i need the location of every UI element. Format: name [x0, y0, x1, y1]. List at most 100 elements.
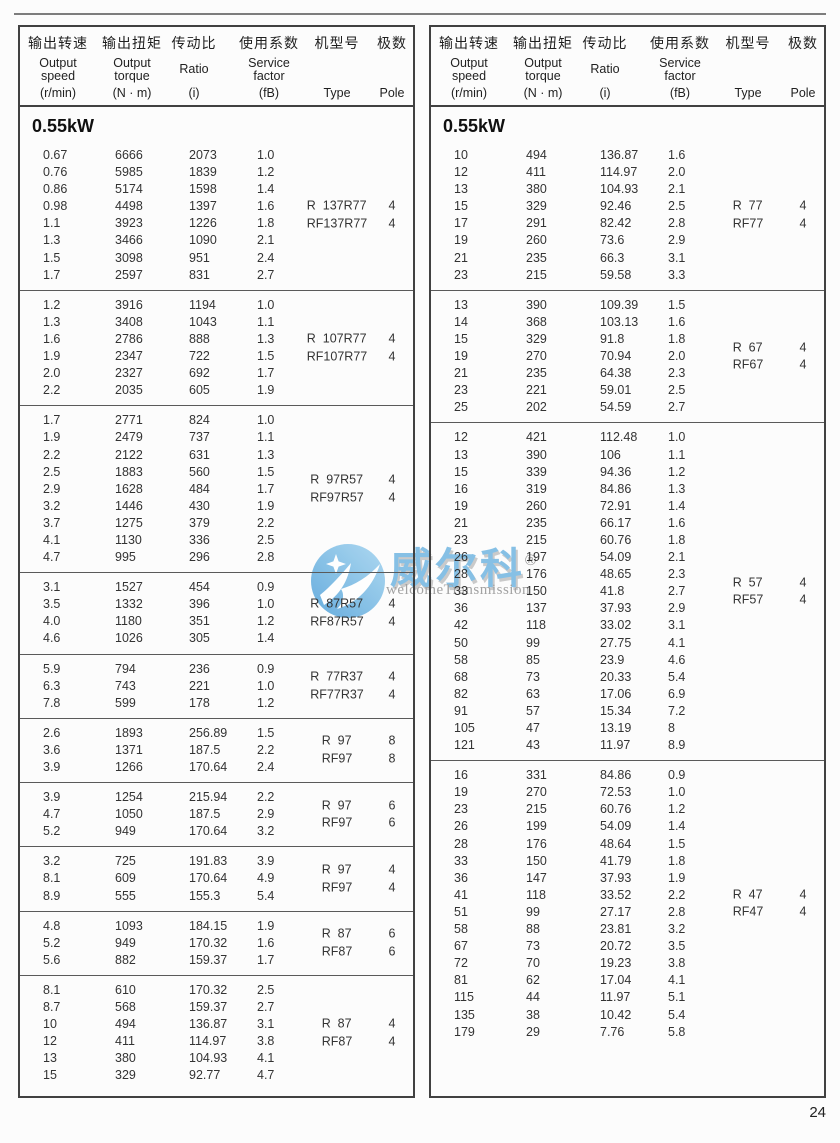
cell-speed: 13: [454, 297, 468, 312]
cell-ratio: 66.3: [600, 250, 625, 265]
table-row: 36 137 37.93 2.9: [431, 600, 824, 617]
spec-block: 1.2 3916 1194 1.0 1.3 3408 1043 1.1 1.6 2786 888 1.…: [20, 289, 413, 406]
pole-line: 4: [388, 669, 396, 684]
cell-torque: 2786: [115, 331, 143, 346]
cell-torque: 390: [526, 297, 547, 312]
cell-ratio: 64.38: [600, 366, 632, 381]
cell-speed: 13: [454, 182, 468, 197]
cell-ratio: 379: [189, 515, 210, 530]
spec-block: 0.67 6666 2073 1.0 0.76 5985 1839 1.2 0.86 5174 15…: [20, 141, 413, 290]
cell-speed: 1.9: [43, 349, 61, 364]
cell-ratio: 23.9: [600, 652, 625, 667]
table-row: 15 329 91.8 1.8: [431, 331, 824, 348]
table-row: 33 150 41.79 1.8: [431, 853, 824, 870]
cell-ratio: 159.37: [189, 952, 228, 967]
cell-torque: 235: [526, 515, 547, 530]
cell-speed: 10: [454, 148, 468, 162]
cell-service-factor: 2.4: [257, 760, 275, 774]
cell-service-factor: 0.9: [257, 661, 275, 676]
table-row: 21 235 64.38 2.3: [431, 365, 824, 382]
type-label: R 57 RF57: [733, 574, 764, 609]
table-header: 输出转速 Output speed (r/min) 输出扭矩 Output torque (N…: [20, 27, 413, 107]
table-row: 12 411 114.97 3.8: [20, 1033, 413, 1050]
cell-torque: 1893: [115, 725, 143, 740]
cell-ratio: 84.86: [600, 481, 632, 496]
header-label-zh: 输出扭矩: [513, 35, 573, 51]
header-label-zh: 机型号: [314, 35, 360, 51]
type-line: R 87: [321, 926, 352, 941]
cell-ratio: 94.36: [600, 464, 632, 479]
cell-torque: 494: [115, 1017, 136, 1032]
cell-torque: 199: [526, 819, 547, 834]
header-unit: (fB): [258, 86, 280, 100]
cell-speed: 12: [43, 1034, 57, 1049]
cell-speed: 0.98: [43, 199, 68, 214]
cell-ratio: 33.52: [600, 887, 632, 902]
cell-service-factor: 1.1: [668, 447, 686, 462]
cell-service-factor: 1.0: [257, 678, 275, 693]
cell-torque: 270: [526, 785, 547, 800]
cell-service-factor: 8: [668, 721, 675, 735]
cell-ratio: 396: [189, 597, 210, 612]
type-label: R 77 RF77: [733, 198, 764, 233]
cell-ratio: 73.6: [600, 233, 625, 248]
pole-line: 4: [388, 880, 396, 895]
cell-service-factor: 2.5: [668, 199, 686, 214]
cell-service-factor: 2.4: [257, 250, 275, 265]
table-row: 5.2 949 170.64 3.2: [20, 823, 413, 840]
table-row: 1.7 2597 831 2.7: [20, 267, 413, 284]
cell-torque: 380: [115, 1051, 136, 1066]
cell-torque: 319: [526, 481, 547, 496]
cell-torque: 2035: [115, 383, 143, 398]
cell-torque: 995: [115, 550, 136, 565]
type-line: R 137R77: [306, 198, 367, 213]
cell-ratio: 59.01: [600, 383, 632, 398]
header-label-en: Service factor: [248, 56, 290, 83]
cell-service-factor: 5.1: [668, 990, 686, 1005]
cell-torque: 3098: [115, 250, 143, 265]
table-row: 16 319 84.86 1.3: [431, 481, 824, 498]
cell-ratio: 66.17: [600, 515, 632, 530]
table-row: 1.7 2771 824 1.0: [20, 412, 413, 429]
cell-speed: 8.7: [43, 1000, 61, 1015]
cell-torque: 1527: [115, 580, 143, 595]
cell-torque: 1446: [115, 498, 143, 513]
cell-service-factor: 5.4: [668, 1007, 686, 1022]
type-line: R 87R57: [310, 596, 364, 611]
cell-speed: 19: [454, 498, 468, 513]
header-label-zh: 传动比: [582, 35, 628, 51]
cell-torque: 70: [526, 956, 540, 971]
cell-speed: 5.9: [43, 661, 61, 676]
cell-ratio: 484: [189, 481, 210, 496]
table-row: 81 62 17.04 4.1: [431, 972, 824, 989]
cell-service-factor: 1.5: [257, 464, 275, 479]
cell-ratio: 54.09: [600, 819, 632, 834]
column-header-torque: 输出扭矩 Output torque (N · m): [102, 33, 162, 100]
cell-ratio: 170.64: [189, 871, 228, 886]
cell-torque: 1130: [115, 532, 142, 547]
type-line: RF57: [732, 592, 764, 607]
table-row: 13 380 104.93 4.1: [20, 1050, 413, 1067]
cell-speed: 105: [454, 721, 475, 735]
type-line: RF67: [732, 357, 764, 372]
cell-service-factor: 1.1: [257, 430, 275, 445]
table-row: 13 390 106 1.1: [431, 447, 824, 464]
cell-service-factor: 1.2: [668, 802, 686, 817]
header-label-zh: 输出转速: [28, 35, 88, 51]
cell-speed: 135: [454, 1007, 475, 1022]
column-header-pole: 极数 Pole: [788, 33, 818, 100]
cell-ratio: 191.83: [189, 854, 228, 869]
cell-speed: 67: [454, 939, 468, 954]
pole-line: 4: [388, 198, 396, 213]
cell-torque: 949: [115, 824, 136, 839]
header-en-line: Ratio: [590, 62, 620, 76]
cell-speed: 4.8: [43, 918, 61, 933]
column-header-type: 机型号 Type: [726, 33, 771, 100]
table-row: 5.9 794 236 0.9: [20, 661, 413, 678]
cell-speed: 28: [454, 836, 468, 851]
table-row: 0.67 6666 2073 1.0: [20, 147, 413, 164]
pole-line: 6: [388, 944, 396, 959]
cell-torque: 329: [526, 331, 547, 346]
cell-torque: 411: [115, 1034, 135, 1049]
